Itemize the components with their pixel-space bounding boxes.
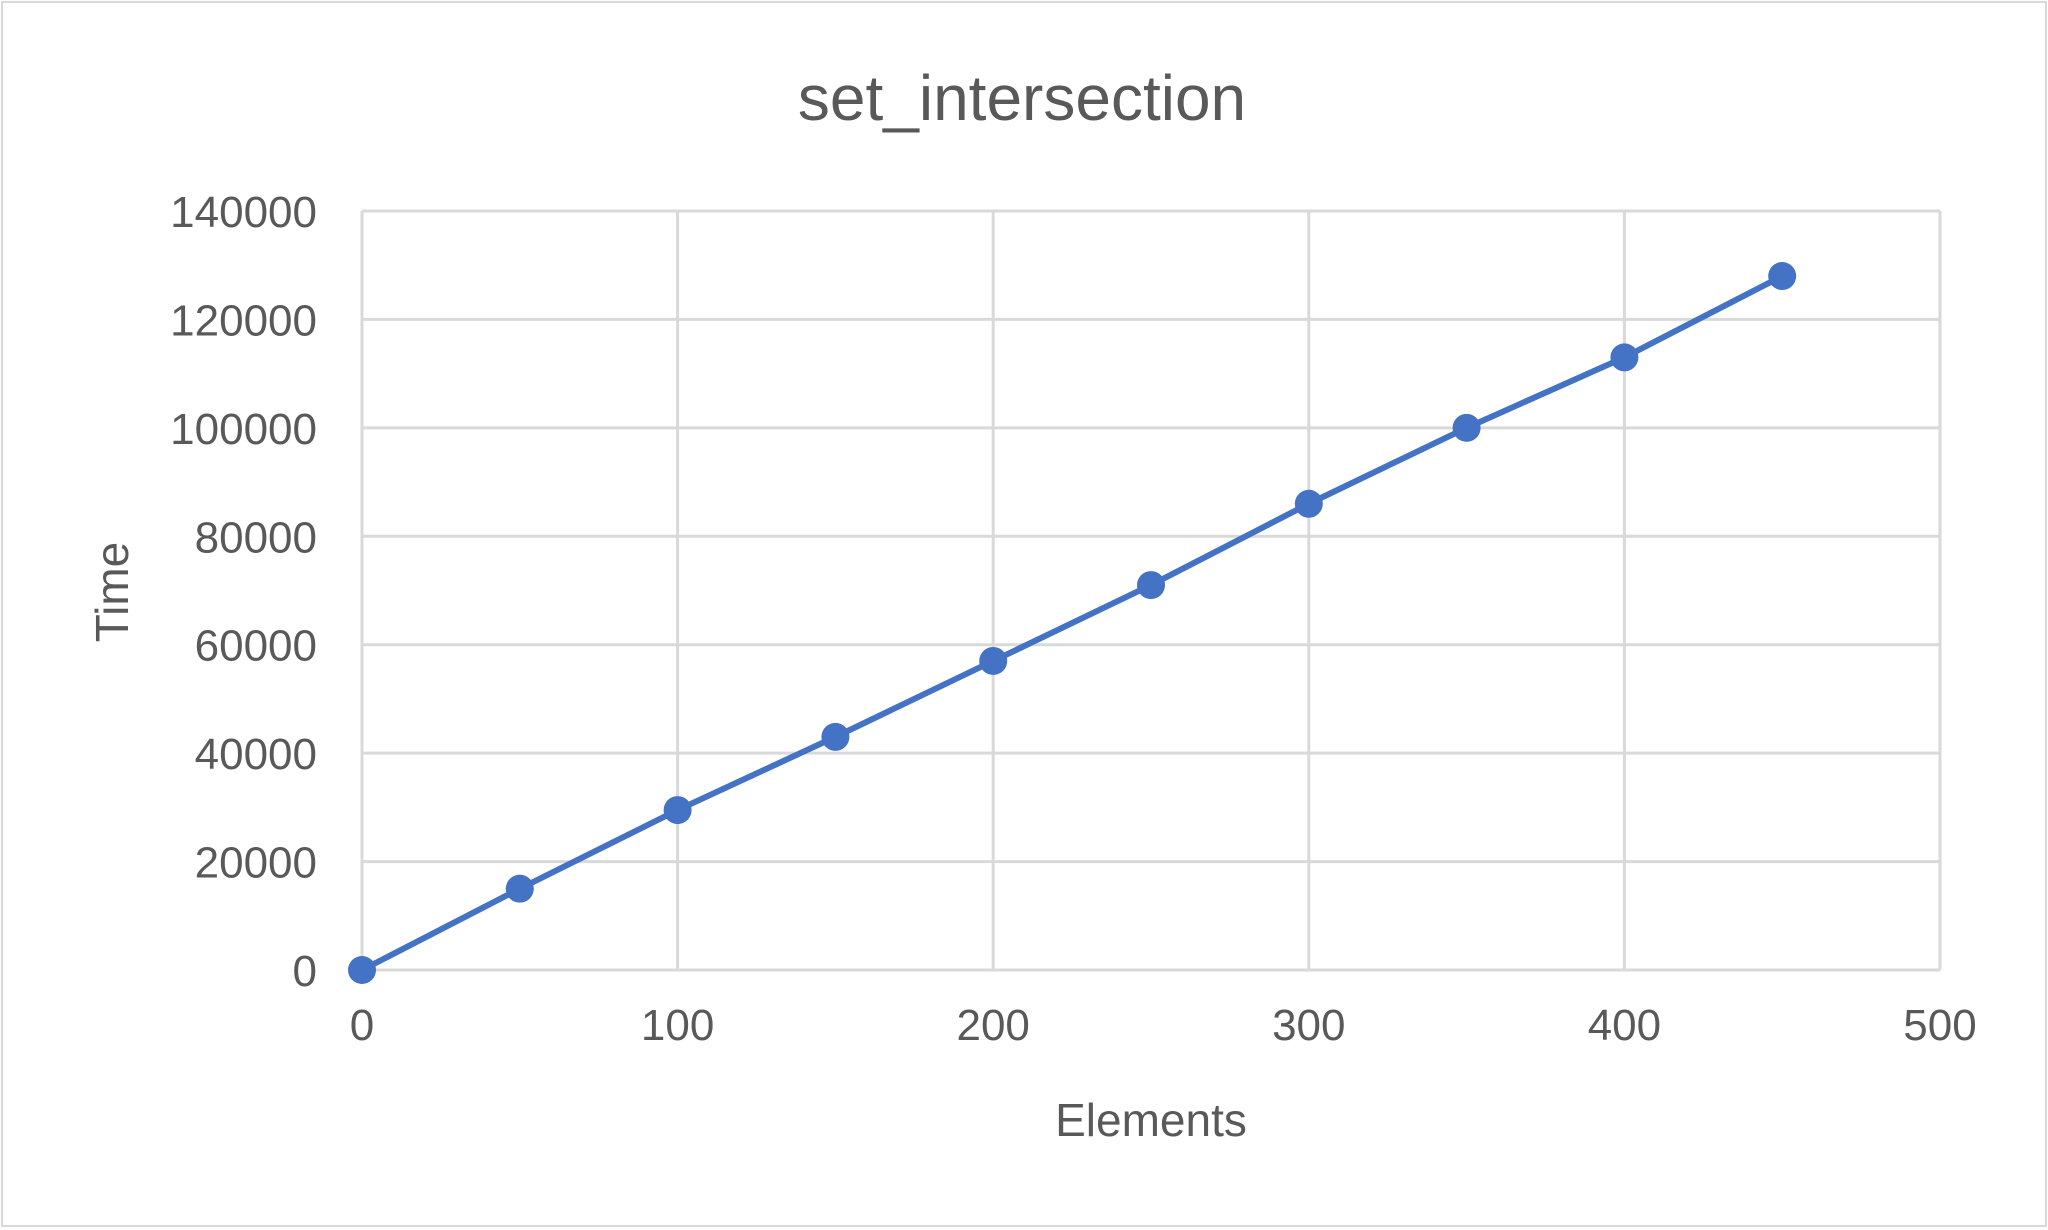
grid-layer [360, 209, 1942, 972]
data-point [1768, 262, 1797, 291]
data-point [348, 956, 376, 984]
data-point [663, 796, 692, 825]
series-line [360, 273, 1784, 973]
x-tick-label: 200 [956, 1001, 1029, 1050]
y-axis-title: Time [86, 542, 138, 643]
data-point [1452, 413, 1481, 442]
data-point [1137, 571, 1165, 600]
data-point [1294, 489, 1323, 518]
y-tick-label: 40000 [195, 730, 317, 779]
x-tick-label: 300 [1272, 1001, 1345, 1050]
x-tick-label: 400 [1588, 1001, 1661, 1050]
y-tick-label: 100000 [170, 405, 317, 454]
y-tick-label: 140000 [170, 188, 317, 237]
x-axis-title: Elements [1055, 1094, 1247, 1146]
x-tick-label: 500 [1903, 1001, 1976, 1050]
y-tick-label: 60000 [195, 622, 317, 671]
y-tick-label: 120000 [170, 296, 317, 345]
x-tick-label: 100 [641, 1001, 714, 1050]
data-point [979, 646, 1008, 675]
y-tick-label: 20000 [195, 839, 317, 888]
x-tick-label: 0 [350, 1001, 374, 1050]
data-point [505, 874, 534, 903]
data-point [1610, 343, 1639, 372]
tick-layer: 0 20000 40000 60000 80000 100000 120000 140000 0… [170, 188, 1977, 1050]
chart-title: set_intersection [798, 62, 1246, 134]
y-tick-label: 80000 [195, 513, 317, 562]
data-point [821, 722, 850, 751]
series-layer [348, 262, 1797, 984]
y-tick-label: 0 [293, 947, 317, 996]
